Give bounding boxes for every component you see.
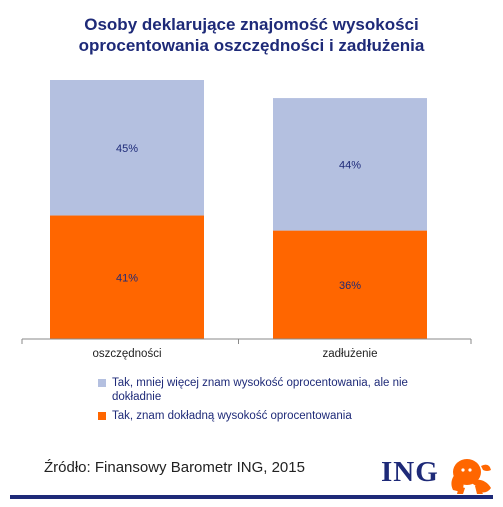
legend-swatch-approximate: [98, 379, 106, 387]
ing-logo: ING: [381, 452, 493, 498]
category-label-1: zadłużenie: [323, 348, 378, 360]
bar-exact-0: [50, 215, 204, 339]
category-label-0: oszczędności: [92, 348, 161, 360]
source-note: Źródło: Finansowy Barometr ING, 2015: [44, 459, 305, 476]
data-label-exact-0: 41%: [116, 272, 138, 284]
legend-label-approximate: Tak, mniej więcej znam wysokość oprocent…: [112, 377, 408, 403]
chart-title-line-1: Osoby deklarujące znajomość wysokości: [84, 15, 419, 34]
bar-approximate-0: [50, 80, 204, 216]
stacked-bar-chart: 41% 45% oszczędności 36% 44% zadłużenie: [21, 80, 472, 360]
data-label-approximate-0: 45%: [116, 143, 138, 155]
lion-icon: [451, 459, 491, 494]
legend: Tak, mniej więcej znam wysokość oprocent…: [98, 376, 448, 428]
chart-title: Osoby deklarujące znajomość wysokości op…: [0, 14, 503, 56]
chart-title-line-2: oprocentowania oszczędności i zadłużenia: [78, 36, 425, 55]
data-label-approximate-1: 44%: [339, 159, 361, 171]
bar-approximate-1: [273, 98, 427, 231]
bottom-bar: [10, 495, 493, 499]
legend-swatch-exact: [98, 412, 106, 420]
legend-item-approximate: Tak, mniej więcej znam wysokość oprocent…: [98, 376, 448, 404]
legend-label-exact: Tak, znam dokładną wysokość oprocentowan…: [112, 410, 352, 422]
logo-text: ING: [381, 456, 439, 488]
data-label-exact-1: 36%: [339, 280, 361, 292]
legend-item-exact: Tak, znam dokładną wysokość oprocentowan…: [98, 409, 448, 423]
bar-exact-1: [273, 230, 427, 339]
